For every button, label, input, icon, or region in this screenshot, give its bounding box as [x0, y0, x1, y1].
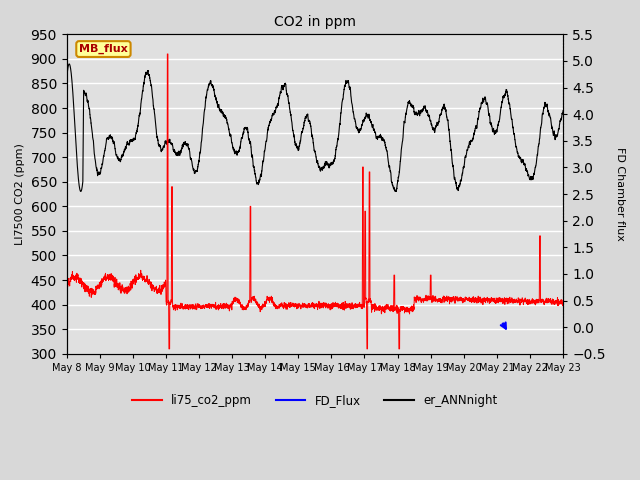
Y-axis label: LI7500 CO2 (ppm): LI7500 CO2 (ppm) — [15, 143, 25, 245]
Legend: li75_co2_ppm, FD_Flux, er_ANNnight: li75_co2_ppm, FD_Flux, er_ANNnight — [127, 389, 502, 412]
Text: MB_flux: MB_flux — [79, 44, 128, 54]
Y-axis label: FD Chamber flux: FD Chamber flux — [615, 147, 625, 241]
Title: CO2 in ppm: CO2 in ppm — [274, 15, 356, 29]
